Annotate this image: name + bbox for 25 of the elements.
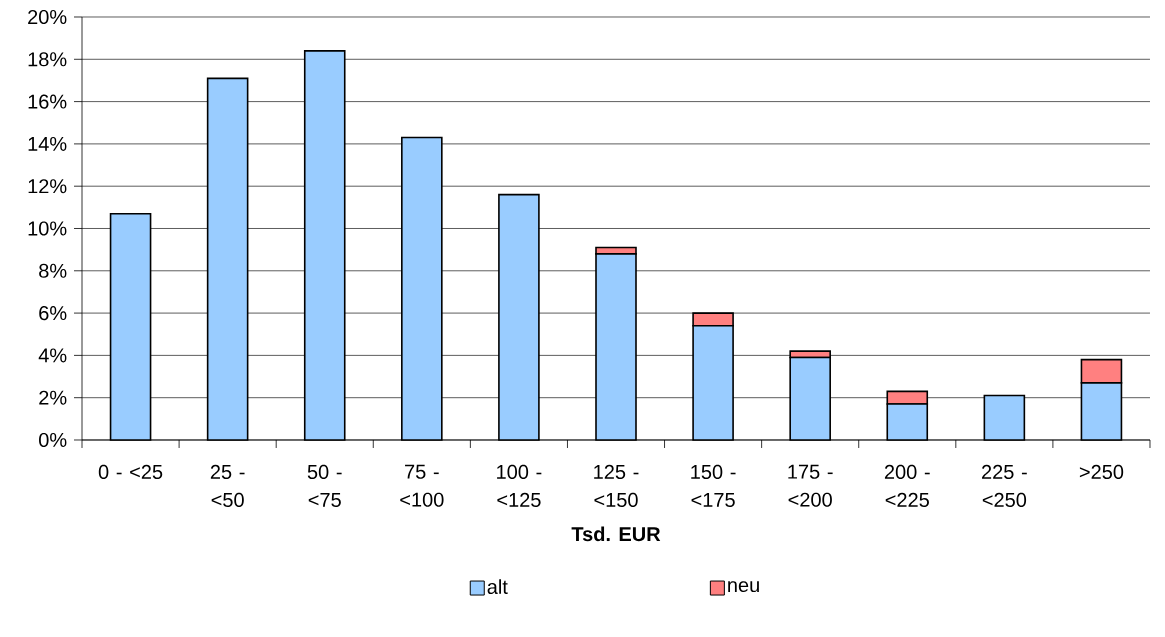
y-tick-label: 16% [28,94,67,109]
x-tick-label: 175 - <200 [788,464,833,507]
y-tick-label: 0% [39,432,67,448]
x-tick-label: 225 - <250 [982,464,1027,508]
x-tick-label: 100 - <125 [497,464,542,508]
y-tick-label: 6% [39,306,67,321]
y-tick-label: 18% [28,52,67,67]
y-tick-label: 4% [38,348,67,363]
y-tick-label: 10% [28,221,67,236]
legend-label: neu [728,581,759,593]
x-tick-label: 0 - <25 [98,464,163,480]
x-tick-label: >250 [1079,464,1124,480]
x-tick-label: 50 - <75 [307,464,342,508]
y-tick-label: 12% [28,179,67,194]
x-tick-label: 25 - <50 [210,464,245,508]
legend-label: alt [487,579,508,594]
x-tick-label: 200 - <225 [884,464,930,508]
x-tick-label: 75 - <100 [400,464,444,507]
x-axis-title: Tsd. EUR [571,526,661,542]
y-tick-label: 20% [28,9,67,25]
y-tick-label: 8% [39,263,67,278]
y-tick-label: 2% [39,390,67,405]
y-tick-label: 14% [28,136,67,151]
x-tick-label: 125 - <150 [594,464,639,508]
x-tick-label: 150 - <175 [691,464,736,508]
